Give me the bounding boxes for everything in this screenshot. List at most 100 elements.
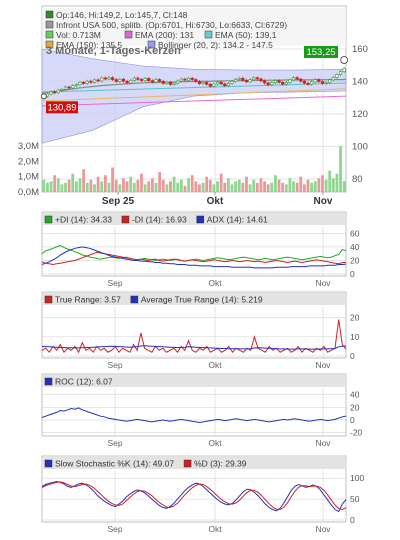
volume-bar — [208, 179, 212, 192]
volume-bar — [194, 181, 198, 192]
main-legend-label: EMA (150): 135.5 — [56, 40, 122, 50]
volume-bar — [248, 184, 252, 192]
atr-legend-label: True Range: 3.57 — [55, 295, 121, 305]
candle-body — [147, 78, 151, 81]
stoch-tick-label: 0 — [350, 515, 355, 525]
candle-body — [306, 82, 310, 85]
dmi-legend-label: -DI (14): 16.93 — [132, 215, 187, 225]
candle-body — [320, 81, 325, 84]
candle-body — [67, 86, 71, 89]
volume-bar — [169, 181, 172, 192]
candle-body — [310, 81, 314, 85]
volume-bar — [118, 184, 122, 192]
candle-body — [183, 78, 187, 81]
chart-title: 3 Monate, 1-Tages-Kerzen — [46, 45, 181, 57]
volume-bar — [158, 172, 162, 192]
volume-bar — [82, 169, 86, 192]
candle-body — [219, 81, 223, 85]
volume-bar — [190, 175, 194, 192]
price-tick-label: 140 — [352, 77, 368, 88]
volume-bar — [74, 181, 78, 192]
candle-body — [262, 80, 267, 84]
candle-body — [63, 86, 68, 90]
candle-body — [194, 79, 198, 82]
volume-bar — [198, 184, 201, 192]
volume-bar — [223, 182, 227, 192]
atr-legend-bar — [42, 293, 346, 305]
dmi-legend-swatch — [44, 215, 53, 224]
candle-body — [281, 82, 285, 85]
price-tick-label: 80 — [352, 174, 363, 185]
volume-bar — [154, 182, 158, 192]
atr-x-label: Sep — [107, 360, 122, 370]
atr-x-label: Nov — [315, 360, 331, 370]
stoch-tick-label: 50 — [350, 494, 360, 504]
candle-body — [100, 77, 104, 82]
main-x-label: Sep 25 — [102, 196, 135, 207]
main-legend-label: Infront USA 500, splitb. (Op:6701, Hi:67… — [56, 20, 287, 30]
main-legend-label: EMA (50): 139.1 — [215, 30, 277, 40]
roc-tick-label: -20 — [350, 428, 363, 438]
volume-bar — [129, 176, 133, 192]
candle-body — [313, 79, 317, 83]
volume-bar — [295, 182, 299, 192]
volume-bar — [313, 181, 317, 192]
volume-bar — [179, 179, 183, 192]
candle-body — [215, 81, 220, 85]
volume-bar — [284, 184, 288, 192]
candle-body — [107, 77, 111, 80]
atr-x-label: Okt — [208, 360, 222, 370]
candle-body — [241, 77, 245, 81]
dmi-legend-swatch — [196, 215, 204, 224]
atr-legend-swatch — [130, 295, 139, 304]
volume-bar — [255, 182, 259, 192]
candle-body — [205, 82, 209, 85]
volume-bar — [71, 173, 75, 192]
roc-legend-bar — [42, 375, 346, 387]
volume-bar — [46, 182, 49, 192]
volume-bar — [310, 182, 314, 192]
volume-bar — [306, 179, 310, 192]
volume-bar — [183, 185, 187, 192]
price-tick-label: 100 — [352, 142, 368, 153]
stoch-tick-label: 100 — [350, 473, 364, 483]
volume-bar — [342, 181, 346, 192]
candle-body — [74, 84, 78, 87]
volume-bar — [165, 184, 169, 192]
volume-bar — [216, 181, 219, 192]
candle-body — [92, 79, 97, 83]
candle-body — [331, 76, 335, 81]
candle-body — [197, 81, 202, 84]
volume-bar — [266, 184, 270, 192]
candle-body — [78, 82, 82, 86]
main-legend-swatch — [45, 20, 54, 29]
volume-bar — [176, 182, 180, 192]
volume-bar — [321, 175, 324, 192]
min-marker-circle — [40, 93, 47, 100]
volume-bar — [96, 176, 100, 192]
candle-body — [208, 83, 212, 87]
volume-bar — [277, 179, 281, 192]
volume-tick-label: 3,0M — [18, 141, 39, 152]
stoch-legend-bar — [42, 457, 346, 469]
volume-bar — [85, 182, 89, 192]
roc-series-line — [41, 407, 347, 424]
candle-body — [114, 79, 118, 82]
candle-body — [226, 83, 230, 87]
volume-bar — [335, 173, 339, 192]
main-x-label: Nov — [314, 196, 333, 207]
volume-bar — [172, 176, 176, 192]
stoch-series-line — [41, 480, 347, 513]
stoch-legend-label: Slow Stochastic %K (14): 49.07 — [55, 459, 174, 469]
candle-body — [89, 80, 93, 83]
candle-body — [49, 91, 53, 95]
volume-bar — [136, 179, 140, 192]
candle-body — [121, 78, 126, 82]
candle-body — [103, 77, 107, 80]
candle-body — [132, 77, 136, 81]
max-marker-circle — [340, 56, 349, 64]
volume-bar — [201, 182, 205, 192]
candle-body — [143, 78, 147, 81]
candle-body — [190, 77, 194, 80]
candle-body — [284, 82, 288, 85]
